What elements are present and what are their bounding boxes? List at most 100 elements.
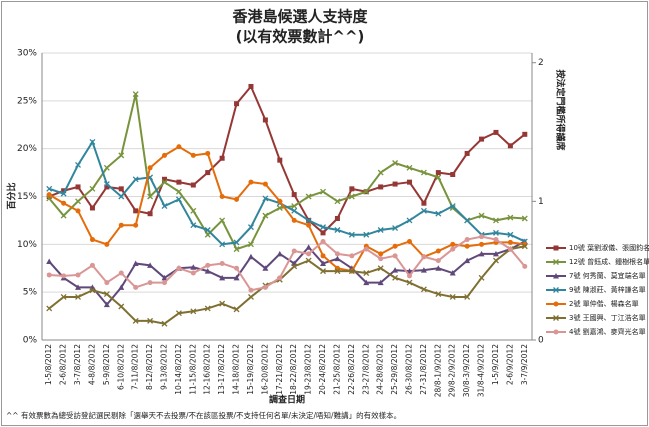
data-point	[507, 231, 514, 238]
data-point	[420, 267, 427, 273]
data-point	[277, 198, 283, 204]
data-point	[435, 248, 441, 254]
data-point	[233, 306, 240, 313]
data-point	[118, 284, 125, 290]
data-point	[248, 293, 254, 300]
data-point	[493, 237, 499, 243]
data-point	[205, 262, 211, 268]
series-line	[48, 245, 525, 325]
data-point	[363, 246, 369, 252]
legend-label: 9號 陳淑莊、黃梓謙名單	[569, 285, 646, 294]
data-point	[392, 243, 398, 249]
data-point	[305, 257, 312, 264]
data-point	[435, 258, 441, 264]
data-point	[89, 139, 96, 145]
data-point	[75, 284, 82, 290]
data-point	[190, 264, 197, 270]
x-tick-label: 29/8-2/9/2012	[448, 344, 457, 397]
data-point	[348, 231, 355, 238]
y-tick-label: 30%	[17, 49, 37, 59]
data-point	[46, 258, 53, 265]
data-point	[493, 129, 499, 135]
data-point	[392, 160, 399, 166]
legend-label: 3號 王國興、丁江浩名單	[569, 313, 646, 322]
data-point	[204, 305, 211, 312]
series-line	[48, 240, 526, 307]
legend-label: 10號 葉劉淑儀、張國鈞名單	[569, 243, 649, 252]
data-point	[75, 272, 81, 278]
data-point	[147, 280, 153, 286]
data-point	[363, 188, 370, 195]
data-point	[89, 185, 96, 192]
legend-marker	[553, 301, 559, 307]
data-point	[305, 244, 312, 250]
x-tick-label: 30/8-3/9/2012	[462, 344, 471, 397]
series-line	[48, 139, 526, 246]
data-point	[406, 217, 413, 224]
data-point	[60, 293, 67, 300]
y-tick-label: 5%	[23, 288, 38, 298]
data-point	[147, 211, 153, 217]
data-point	[161, 203, 168, 210]
x-tick-label: 19-23/8/2012	[304, 344, 313, 395]
data-point	[464, 257, 471, 264]
legend-marker	[553, 245, 559, 251]
data-point	[219, 274, 226, 281]
data-point	[435, 170, 441, 176]
x-tick-label: 8-12/8/2012	[145, 344, 154, 390]
data-point	[104, 241, 110, 247]
data-point	[406, 279, 413, 286]
y2-axis-title: 按法定門檻所得議席	[555, 69, 567, 150]
data-point	[248, 241, 254, 248]
data-point	[204, 231, 211, 238]
data-point	[507, 246, 513, 252]
x-tick-label: 18-22/8/2012	[289, 344, 298, 395]
data-point	[291, 203, 298, 210]
data-point	[349, 186, 355, 192]
x-tick-label: 20-24/8/2012	[318, 344, 327, 395]
data-point	[277, 275, 283, 281]
data-point	[349, 253, 355, 259]
data-point	[435, 210, 442, 217]
data-point	[233, 246, 240, 253]
data-point	[190, 270, 196, 276]
x-tick-label: 23-27/8/2012	[361, 344, 370, 395]
data-point	[133, 222, 139, 228]
legend-marker	[553, 273, 559, 279]
data-point	[204, 268, 211, 274]
data-point	[205, 150, 211, 156]
data-point	[334, 251, 340, 257]
data-point	[522, 263, 528, 269]
data-point	[175, 310, 182, 317]
data-point	[320, 268, 326, 275]
data-point	[507, 239, 513, 245]
data-point	[75, 198, 81, 205]
data-point	[320, 253, 326, 259]
x-tick-label: 31/8-4/9/2012	[477, 344, 486, 397]
data-point	[479, 241, 485, 247]
data-point	[219, 241, 226, 248]
data-point	[132, 91, 139, 98]
series-line	[48, 84, 526, 235]
data-point	[421, 200, 427, 206]
data-point	[392, 253, 398, 259]
data-point	[276, 205, 283, 211]
data-point	[132, 176, 139, 183]
data-point	[233, 239, 240, 246]
data-point	[320, 238, 326, 244]
data-point	[161, 179, 168, 186]
data-point	[61, 188, 67, 194]
y2-tick-label: 1	[538, 197, 544, 207]
x-tick-label: 5-9/8/2012	[102, 344, 111, 385]
data-point	[449, 203, 456, 210]
data-point	[521, 215, 528, 222]
data-point	[377, 227, 384, 233]
data-point	[132, 317, 139, 324]
chart-title: 香港島候選人支持度	[232, 8, 368, 26]
data-point	[219, 155, 225, 161]
data-point	[219, 217, 226, 224]
data-point	[103, 181, 110, 188]
data-point	[450, 246, 456, 252]
data-point	[190, 222, 197, 229]
